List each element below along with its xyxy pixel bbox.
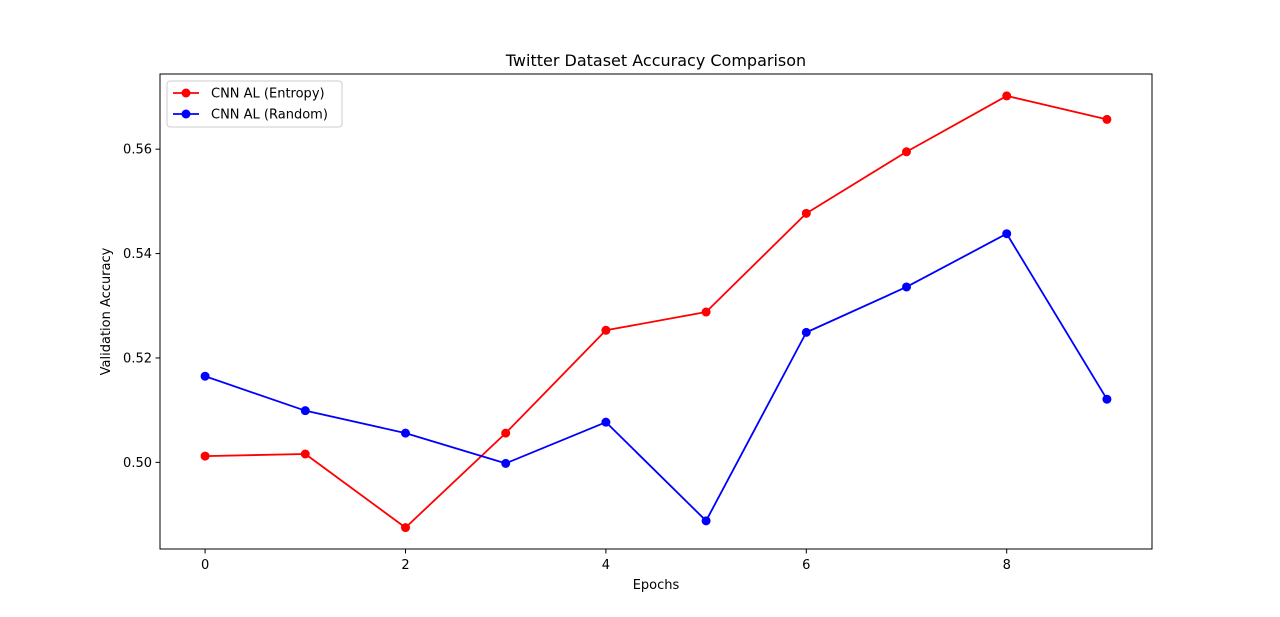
data-point [701,307,711,317]
data-point [300,449,310,459]
x-tick-label: 8 [1003,558,1011,573]
y-tick-label: 0.52 [123,351,152,366]
data-point [1102,394,1112,404]
legend-marker [181,88,191,98]
x-tick-label: 0 [201,558,209,573]
plot-area [200,91,1112,533]
data-point [501,428,511,438]
series-line [205,95,1108,529]
y-tick-label: 0.56 [123,143,152,158]
series-0 [200,91,1112,533]
data-point [200,451,210,461]
data-point [701,516,711,526]
data-point [801,327,811,337]
data-point [501,458,511,468]
data-point [902,147,912,157]
legend-entry: CNN AL (Random) [173,108,328,123]
chart-title: Twitter Dataset Accuracy Comparison [505,51,806,70]
legend: CNN AL (Entropy) CNN AL (Random) [166,80,343,128]
data-point [601,325,611,335]
data-point [1102,114,1112,124]
y-axis-label: Validation Accuracy [99,247,114,375]
legend-marker [181,109,191,119]
x-axis-ticks: 0 2 4 6 8 [201,549,1011,573]
data-point [400,428,410,438]
data-point [400,523,410,533]
data-point [801,208,811,218]
legend-label: CNN AL (Random) [211,108,328,123]
x-tick-label: 6 [802,558,810,573]
data-point [1002,229,1012,239]
legend-label: CNN AL (Entropy) [211,87,325,102]
x-tick-label: 2 [401,558,409,573]
data-point [300,406,310,416]
data-point [200,371,210,381]
data-point [601,417,611,427]
y-tick-label: 0.54 [123,247,152,262]
legend-box [166,80,343,128]
x-tick-label: 4 [602,558,610,573]
plot-frame [159,73,1153,550]
y-tick-label: 0.50 [123,456,152,471]
y-axis-ticks: 0.50 0.52 0.54 0.56 [123,143,160,471]
legend-entry: CNN AL (Entropy) [173,87,325,102]
series-line [204,232,1108,522]
x-axis-label: Epochs [633,578,680,593]
series-1 [200,229,1112,526]
data-point [1002,91,1012,101]
data-point [902,282,912,292]
